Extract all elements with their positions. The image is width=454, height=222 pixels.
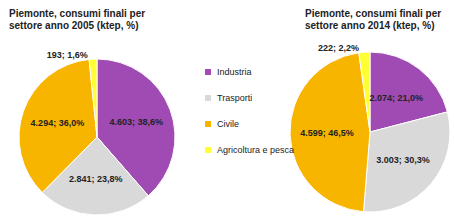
- svg-text:Industria: Industria: [217, 67, 252, 77]
- svg-text:2.841; 23,8%: 2.841; 23,8%: [69, 174, 123, 184]
- svg-text:4.599; 46,5%: 4.599; 46,5%: [300, 128, 354, 138]
- svg-text:settore anno 2005 (ktep, %): settore anno 2005 (ktep, %): [9, 20, 138, 31]
- svg-text:Piemonte, consumi finali per: Piemonte, consumi finali per: [305, 8, 444, 19]
- svg-text:Civile: Civile: [217, 119, 239, 129]
- svg-text:Piemonte, consumi finali per: Piemonte, consumi finali per: [9, 8, 148, 19]
- svg-text:193; 1,6%: 193; 1,6%: [47, 50, 88, 60]
- svg-text:2.074; 21,0%: 2.074; 21,0%: [370, 93, 424, 103]
- svg-text:settore anno 2014 (ktep, %): settore anno 2014 (ktep, %): [305, 20, 434, 31]
- svg-text:3.003; 30,3%: 3.003; 30,3%: [376, 155, 430, 165]
- svg-text:4.603; 38,6%: 4.603; 38,6%: [110, 117, 164, 127]
- svg-text:Trasporti: Trasporti: [217, 93, 252, 103]
- svg-text:Agricoltura e pesca: Agricoltura e pesca: [217, 145, 294, 155]
- svg-text:4.294; 36,0%: 4.294; 36,0%: [31, 118, 85, 128]
- svg-text:222; 2,2%: 222; 2,2%: [318, 43, 359, 53]
